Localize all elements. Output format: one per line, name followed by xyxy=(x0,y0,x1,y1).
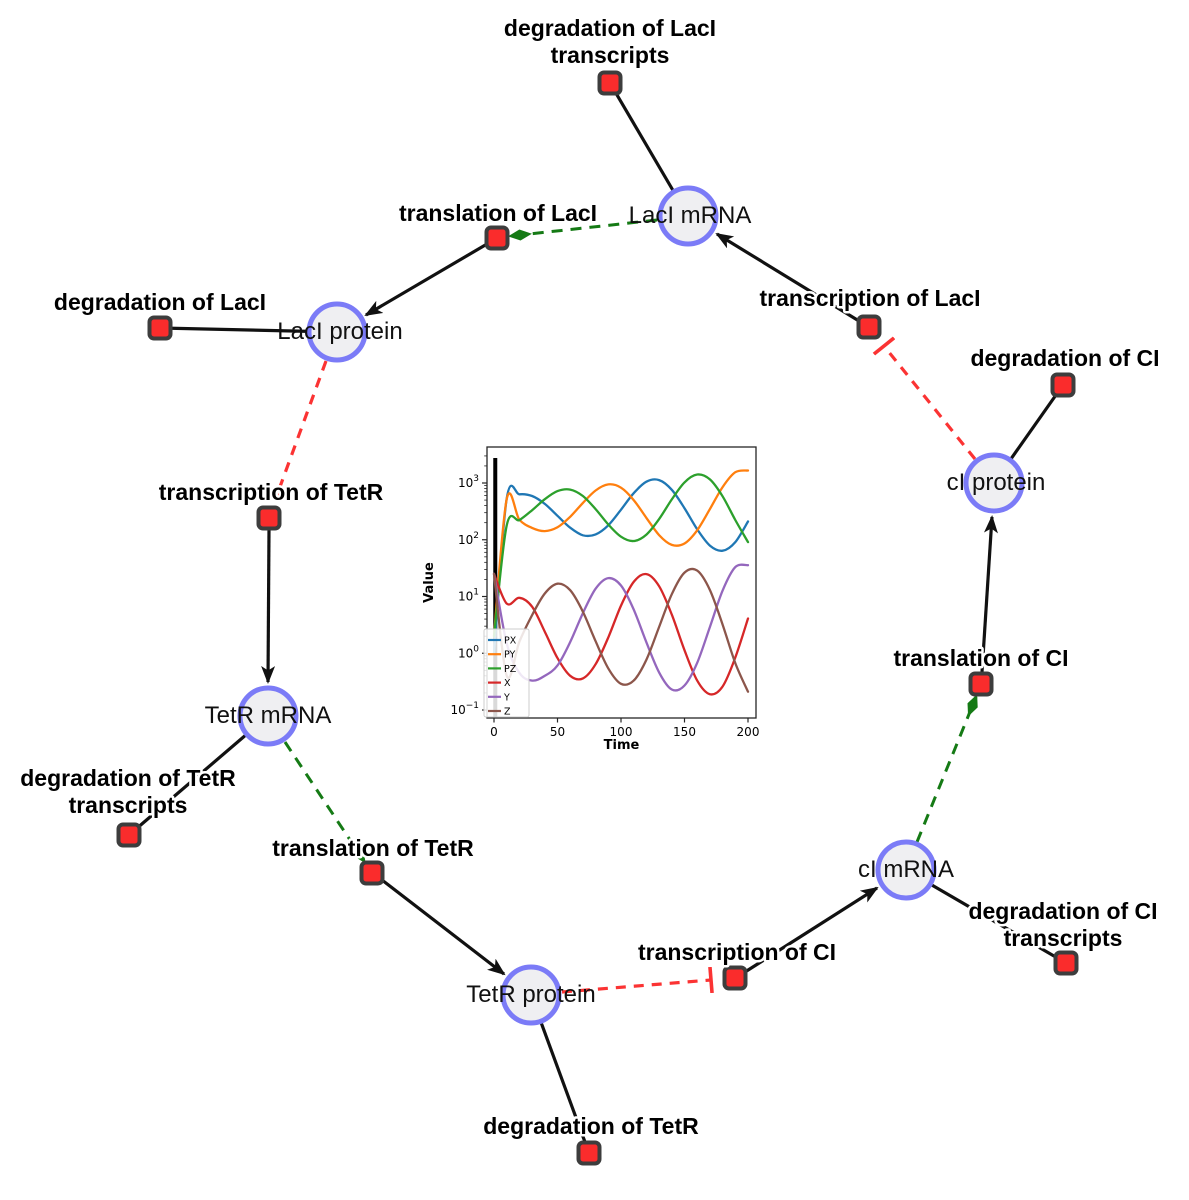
reaction-label: transcription of CI xyxy=(638,939,836,965)
edge-cimrna-degradation-transcripts xyxy=(905,868,1067,965)
species-node-ci-protein[interactable] xyxy=(963,452,1025,514)
edge-translation-tetr-product xyxy=(381,878,506,976)
series-layer xyxy=(492,469,750,696)
series-PY-line xyxy=(492,469,750,638)
reaction-node-degradation-ci[interactable] xyxy=(1050,372,1076,398)
species-node-laci-protein[interactable] xyxy=(306,301,368,363)
species-node-laci-mrna[interactable] xyxy=(657,185,719,247)
species-label-ci-mrna: cI mRNA xyxy=(858,856,954,883)
x-tick-label: 100 xyxy=(610,725,633,739)
x-tick-label: 50 xyxy=(550,725,565,739)
edge-transcription-ci-product xyxy=(744,886,879,974)
species-label-laci-protein: LacI protein xyxy=(277,318,402,345)
reaction-node-degradation-laci-transcripts[interactable] xyxy=(597,70,623,96)
edge-translation-ci-product xyxy=(980,515,998,673)
x-axis-title: Time xyxy=(604,738,640,753)
edge-lacimrna-catalyzes-translation xyxy=(508,218,658,241)
legend-label-PX: PX xyxy=(504,636,517,647)
reaction-label: translation of TetR xyxy=(272,835,474,861)
reaction-node-degradation-tetr-transcripts[interactable] xyxy=(116,822,142,848)
reaction-node-transcription-ci[interactable] xyxy=(722,965,748,991)
reaction-label: degradation of CI xyxy=(968,898,1157,924)
edge-laciprotein-inhibits-transcription-tetr xyxy=(264,360,328,502)
reaction-node-degradation-ci-transcripts[interactable] xyxy=(1053,950,1079,976)
reaction-label: transcription of TetR xyxy=(159,479,384,505)
edge-tetrmrna-catalyzes-translation xyxy=(283,741,366,864)
reaction-label: translation of CI xyxy=(893,645,1068,671)
reaction-node-transcription-laci[interactable] xyxy=(856,314,882,340)
x-tick-label: 0 xyxy=(490,725,498,739)
legend-label-Z: Z xyxy=(504,707,511,718)
species-label-tetr-mrna: TetR mRNA xyxy=(205,702,332,729)
edge-cimrna-catalyzes-translation xyxy=(915,694,978,843)
edge-ciprotein-inhibits-transcription-laci xyxy=(872,336,977,461)
x-tick-label: 150 xyxy=(673,725,696,739)
reaction-label: degradation of LacI xyxy=(504,15,716,41)
reaction-label: degradation of LacI xyxy=(54,289,266,315)
series-Z-line xyxy=(492,567,750,693)
edge-tetrprotein-inhibits-transcription-ci xyxy=(561,966,714,994)
reaction-node-translation-tetr[interactable] xyxy=(359,860,385,886)
reaction-node-translation-ci[interactable] xyxy=(968,671,994,697)
species-label-laci-mrna: LacI mRNA xyxy=(629,202,752,229)
legend-box xyxy=(483,628,530,718)
plot-background xyxy=(415,425,785,770)
reaction-node-translation-laci[interactable] xyxy=(484,225,510,251)
species-node-ci-mrna[interactable] xyxy=(875,839,937,901)
plot-legend: PX PY PZ XYZ xyxy=(483,628,530,718)
y-axis-title: Value xyxy=(422,562,437,603)
reaction-label: transcription of LacI xyxy=(759,285,980,311)
reactions-layer xyxy=(116,70,1079,1166)
reaction-node-degradation-tetr[interactable] xyxy=(576,1140,602,1166)
series-Y-line xyxy=(492,563,750,692)
legend-label-Y: Y xyxy=(503,692,510,703)
series-PZ-line xyxy=(492,473,750,638)
reaction-label: transcripts xyxy=(1004,925,1123,951)
species-label-ci-protein: cI protein xyxy=(947,469,1046,496)
edge-transcription-tetr-product xyxy=(261,529,276,684)
series-PX-line xyxy=(492,478,750,655)
legend-label-X: X xyxy=(504,678,511,689)
edge-translation-laci-product xyxy=(364,242,488,317)
reaction-label: translation of LacI xyxy=(399,200,597,226)
reaction-label: degradation of CI xyxy=(970,345,1159,371)
time-series-plot: 0 50 100 150 20010−1100101102103TimeValuePXP… xyxy=(415,425,785,770)
reaction-labels-layer: degradation of LacI transcripts translat… xyxy=(18,13,1162,1142)
edge-transcription-laci-product xyxy=(715,232,860,323)
series-X-line xyxy=(492,572,750,696)
species-node-tetr-protein[interactable] xyxy=(500,964,562,1026)
reaction-node-degradation-laci[interactable] xyxy=(147,315,173,341)
reaction-label: transcripts xyxy=(69,792,188,818)
reaction-node-transcription-tetr[interactable] xyxy=(256,505,282,531)
species-label-tetr-protein: TetR protein xyxy=(466,981,595,1008)
reaction-label: transcripts xyxy=(551,42,670,68)
legend-label-PY: PY xyxy=(504,650,516,661)
species-node-tetr-mrna[interactable] xyxy=(237,685,299,747)
reaction-label: degradation of TetR xyxy=(483,1113,699,1139)
x-tick-label: 200 xyxy=(737,725,760,739)
reaction-label: degradation of TetR xyxy=(20,765,236,791)
legend-label-PZ: PZ xyxy=(504,664,517,675)
species-layer: LacI mRNA LacI protein TetR mRNA TetR pr… xyxy=(205,185,1046,1026)
